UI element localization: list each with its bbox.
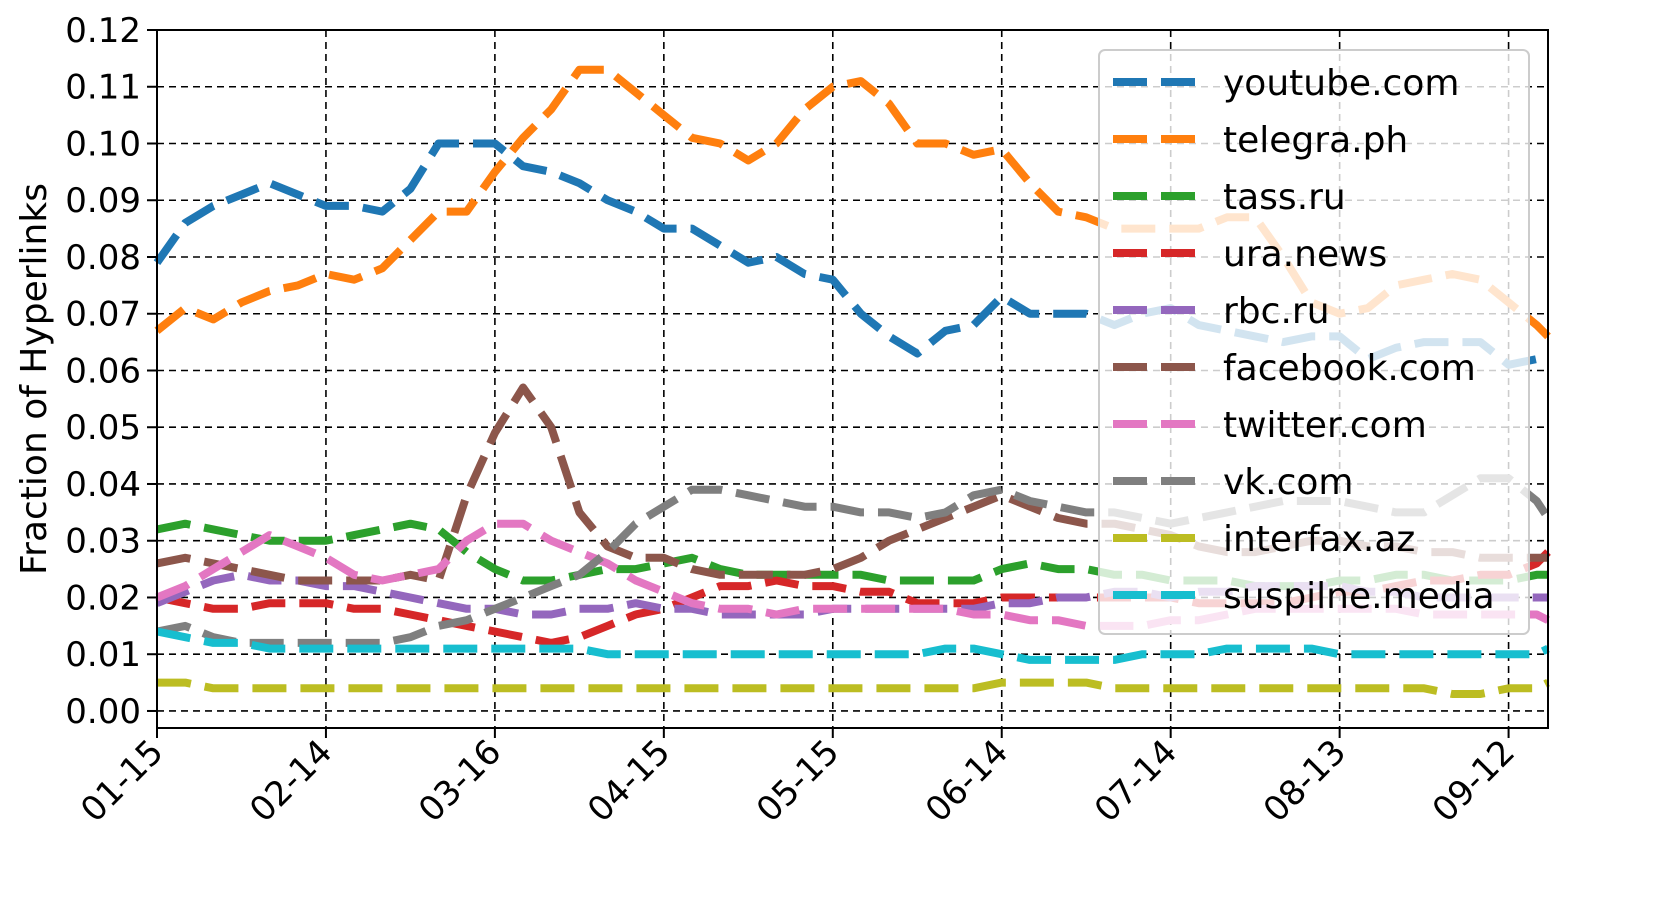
- y-tick-label: 0.01: [65, 635, 141, 675]
- legend-label: facebook.com: [1223, 348, 1476, 389]
- legend-label: vk.com: [1223, 462, 1353, 503]
- series-line-ura-news: [156, 549, 1551, 647]
- plot-frame: [156, 29, 1549, 729]
- legend-label: tass.ru: [1223, 177, 1346, 218]
- series-line-facebook-com: [156, 383, 1548, 585]
- y-tick-label: 0.06: [65, 351, 141, 391]
- legend: youtube.com telegra.ph tass.ru ura.news rbc.…: [1098, 49, 1530, 635]
- x-axis: 01-15 02-14 03-16 04-15 05-15 06-14 07-14 08-13…: [73, 728, 1523, 830]
- y-tick-label: 0.07: [65, 295, 141, 335]
- x-tick-label: 03-16: [411, 732, 509, 830]
- x-tick-label: 01-15: [73, 732, 171, 830]
- x-tick-label: 02-14: [242, 732, 340, 830]
- legend-label: ura.news: [1223, 234, 1387, 275]
- series-line-suspilne-media: [156, 627, 1550, 664]
- x-tick-label: 06-14: [918, 732, 1016, 830]
- x-tick-label: 04-15: [580, 732, 678, 830]
- y-tick-label: 0.02: [65, 578, 141, 618]
- y-tick-label: 0.05: [65, 408, 141, 448]
- y-tick-label: 0.09: [65, 181, 141, 221]
- legend-label: youtube.com: [1223, 63, 1459, 104]
- y-tick-label: 0.03: [65, 522, 141, 562]
- x-tick-label: 05-15: [749, 732, 847, 830]
- legend-label: rbc.ru: [1223, 291, 1330, 332]
- y-axis-label: Fraction of Hyperlinks: [14, 183, 55, 575]
- series-line-rbc-ru: [155, 570, 1548, 619]
- y-axis: 0.00 0.01 0.02 0.03 0.04 0.05 0.06 0.07 0.08 0.09…: [65, 11, 157, 732]
- legend-label: suspilne.media: [1223, 576, 1495, 617]
- y-tick-label: 0.08: [65, 238, 141, 278]
- y-tick-label: 0.00: [65, 692, 141, 732]
- x-tick-label: 07-14: [1087, 732, 1185, 830]
- x-tick-label: 09-12: [1425, 732, 1523, 830]
- y-tick-label: 0.04: [65, 465, 141, 505]
- legend-label: telegra.ph: [1223, 120, 1408, 161]
- series-line-interfax-az: [157, 678, 1550, 698]
- x-tick-label: 08-13: [1256, 732, 1354, 830]
- series-line-twitter-com: [155, 519, 1550, 630]
- y-tick-label: 0.10: [65, 124, 141, 164]
- y-tick-label: 0.12: [65, 11, 141, 51]
- y-tick-label: 0.11: [65, 68, 141, 108]
- legend-box: [1098, 49, 1530, 635]
- legend-label: interfax.az: [1223, 519, 1415, 560]
- legend-label: twitter.com: [1223, 405, 1427, 446]
